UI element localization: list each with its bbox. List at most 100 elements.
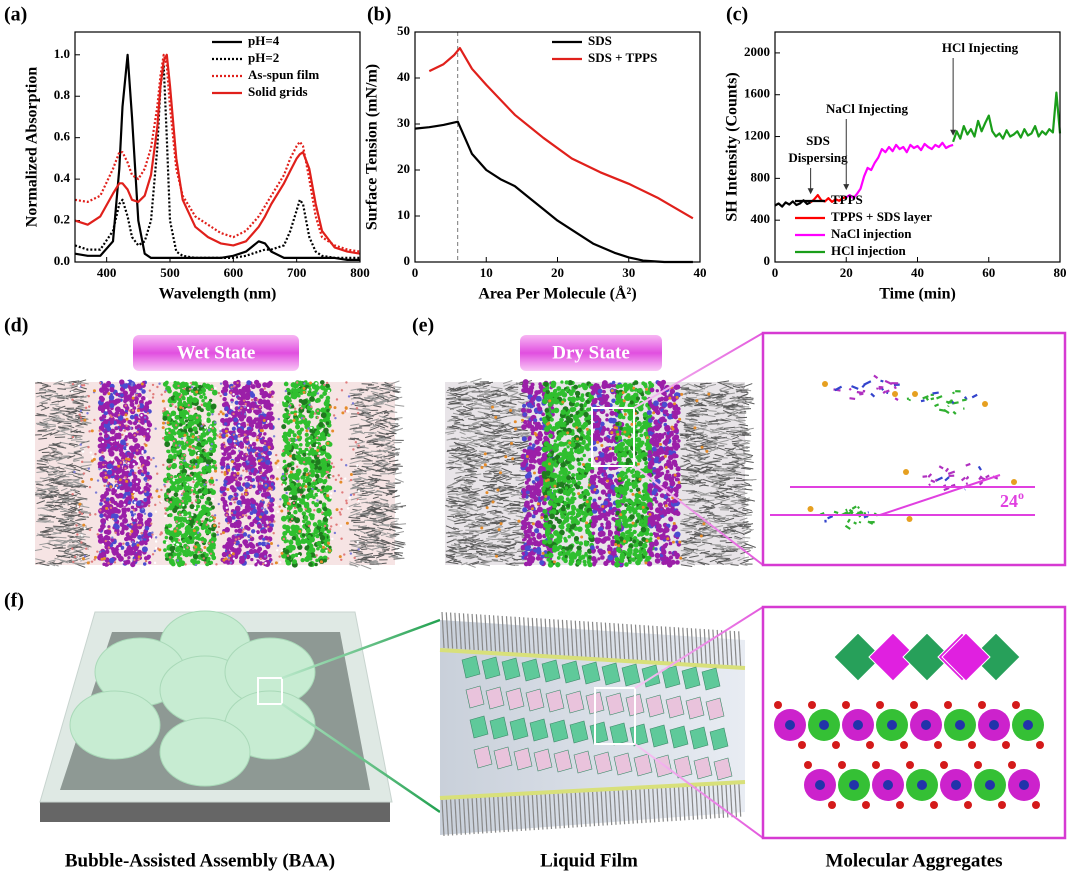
- water: [210, 442, 214, 446]
- water: [154, 465, 158, 468]
- md-chain: [358, 388, 370, 392]
- md-atom: [292, 559, 298, 565]
- water: [357, 499, 360, 503]
- md-atom: [134, 386, 138, 390]
- md-chain: [39, 542, 51, 546]
- md-chain: [76, 550, 84, 555]
- md-atom: [289, 539, 293, 544]
- water: [71, 382, 75, 386]
- md-chain: [361, 526, 370, 530]
- md-chain: [36, 394, 43, 398]
- water: [233, 439, 236, 443]
- water: [230, 498, 234, 501]
- md-chain: [379, 391, 391, 395]
- md-chain: [374, 493, 383, 496]
- md-chain: [378, 465, 389, 469]
- md-atom: [281, 452, 286, 457]
- md-chain: [77, 543, 90, 548]
- md-atom: [304, 447, 309, 452]
- water: [254, 560, 257, 563]
- ion: [327, 541, 331, 545]
- water: [319, 488, 323, 492]
- md-chain: [70, 430, 78, 434]
- water: [152, 456, 155, 460]
- md-atom: [309, 543, 314, 548]
- md-atom: [316, 541, 322, 547]
- ion: [90, 429, 94, 433]
- water: [329, 496, 332, 499]
- md-chain: [73, 548, 84, 553]
- water: [184, 563, 187, 566]
- water: [200, 430, 203, 433]
- md-atom: [203, 506, 210, 513]
- md-atom: [311, 500, 315, 505]
- md-atom: [162, 415, 168, 421]
- water: [168, 431, 171, 435]
- ion: [125, 417, 129, 421]
- water: [104, 409, 108, 412]
- md-chain: [350, 539, 362, 542]
- md-atom: [265, 515, 272, 521]
- md-atom: [241, 555, 245, 559]
- md-atom: [298, 540, 303, 544]
- water: [246, 406, 250, 410]
- md-atom: [222, 387, 229, 393]
- water: [99, 381, 102, 385]
- md-atom: [200, 495, 205, 500]
- water: [137, 524, 140, 527]
- water: [158, 382, 161, 385]
- md-atom: [238, 441, 245, 447]
- md-chain: [69, 388, 78, 393]
- water: [341, 491, 344, 494]
- md-atom: [119, 451, 125, 457]
- md-chain: [36, 471, 45, 473]
- md-chain: [373, 404, 382, 408]
- md-atom: [236, 520, 241, 524]
- ion: [179, 405, 183, 409]
- water: [288, 497, 291, 501]
- md-atom: [299, 498, 306, 505]
- md-chain: [358, 445, 369, 449]
- md-atom: [220, 465, 225, 470]
- md-chain: [374, 422, 383, 425]
- water: [226, 510, 229, 513]
- md-chain: [37, 489, 47, 493]
- md-chain: [57, 399, 65, 403]
- md-chain: [70, 438, 83, 441]
- water: [295, 465, 299, 468]
- md-chain: [383, 548, 390, 551]
- md-atom: [238, 416, 245, 422]
- md-chain: [65, 500, 74, 503]
- water: [282, 537, 286, 541]
- md-atom: [144, 525, 150, 531]
- md-atom: [233, 417, 239, 423]
- md-atom: [146, 517, 152, 523]
- md-chain: [77, 417, 88, 421]
- md-atom: [300, 557, 305, 563]
- md-chain: [390, 520, 398, 524]
- water: [325, 381, 329, 385]
- md-chain: [391, 423, 399, 428]
- water: [241, 530, 244, 534]
- water: [123, 429, 126, 432]
- md-atom: [257, 483, 263, 490]
- md-atom: [130, 546, 134, 551]
- water: [233, 541, 237, 544]
- water: [303, 382, 306, 385]
- water: [172, 479, 176, 482]
- md-atom: [114, 446, 119, 452]
- water: [166, 429, 169, 432]
- water: [242, 469, 245, 472]
- water: [295, 381, 299, 384]
- md-chain: [69, 442, 78, 446]
- water: [219, 382, 223, 385]
- md-atom: [287, 391, 291, 396]
- water: [185, 414, 189, 417]
- md-chain: [54, 540, 66, 544]
- md-atom: [130, 505, 135, 510]
- md-atom: [116, 434, 122, 440]
- md-atom: [186, 549, 191, 555]
- md-atom: [253, 468, 259, 474]
- water: [288, 413, 291, 417]
- water: [211, 413, 214, 416]
